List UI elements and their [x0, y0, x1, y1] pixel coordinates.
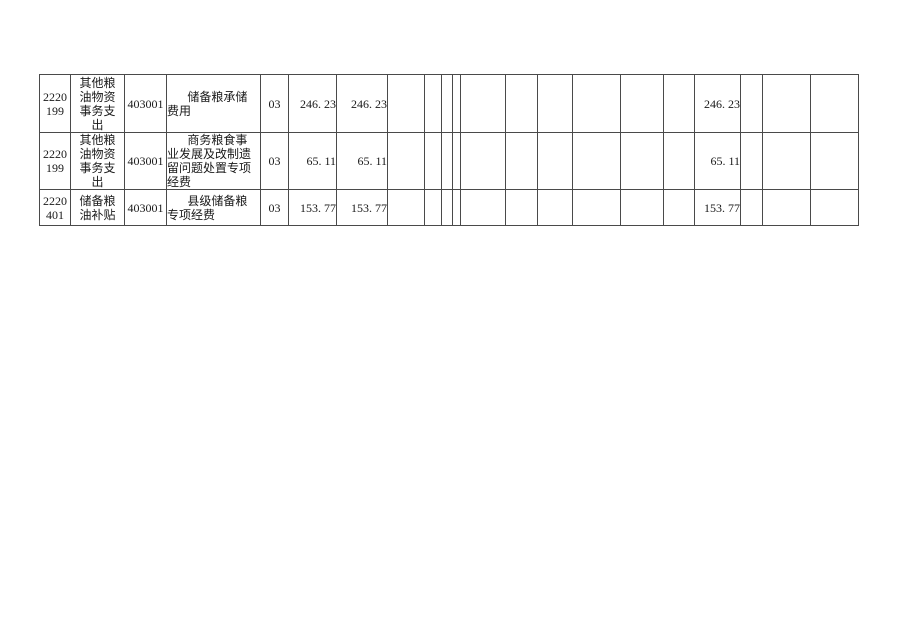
empty-cell	[810, 189, 859, 226]
project-name-cell: 县级储备粮 专项经费	[166, 189, 261, 226]
econ-code-cell: 403001	[124, 74, 167, 133]
empty-cell	[460, 74, 506, 133]
amount-2-cell: 65. 11	[336, 132, 388, 190]
amount-3-cell: 65. 11	[694, 132, 741, 190]
empty-cell	[537, 132, 573, 190]
econ-code-cell: 403001	[124, 189, 167, 226]
empty-cell	[740, 132, 763, 190]
empty-cell	[810, 132, 859, 190]
empty-cell	[387, 189, 425, 226]
empty-cell	[452, 132, 461, 190]
empty-cell	[424, 74, 442, 133]
empty-cell	[441, 74, 453, 133]
empty-cell	[762, 132, 811, 190]
empty-cell	[460, 189, 506, 226]
item-code-cell: 03	[260, 132, 289, 190]
empty-cell	[452, 189, 461, 226]
amount-1-cell: 65. 11	[288, 132, 337, 190]
empty-cell	[505, 74, 538, 133]
empty-cell	[441, 189, 453, 226]
empty-cell	[460, 132, 506, 190]
empty-cell	[441, 132, 453, 190]
empty-cell	[505, 189, 538, 226]
empty-cell	[663, 74, 695, 133]
empty-cell	[762, 74, 811, 133]
econ-code-cell: 403001	[124, 132, 167, 190]
empty-cell	[572, 189, 621, 226]
empty-cell	[810, 74, 859, 133]
func-name-cell: 其他粮 油物资 事务支 出	[70, 74, 125, 133]
project-name-cell: 商务粮食事 业发展及改制遗 留问题处置专项 经费	[166, 132, 261, 190]
item-code-cell: 03	[260, 189, 289, 226]
empty-cell	[572, 132, 621, 190]
empty-cell	[572, 74, 621, 133]
empty-cell	[424, 132, 442, 190]
amount-1-cell: 246. 23	[288, 74, 337, 133]
empty-cell	[663, 189, 695, 226]
empty-cell	[387, 132, 425, 190]
amount-2-cell: 246. 23	[336, 74, 388, 133]
item-code-cell: 03	[260, 74, 289, 133]
func-code-cell: 2220 199	[39, 74, 71, 133]
empty-cell	[452, 74, 461, 133]
budget-table: 2220 199 其他粮 油物资 事务支 出 403001 储备粮承储 费用 0…	[39, 74, 859, 226]
func-name-cell: 储备粮 油补贴	[70, 189, 125, 226]
empty-cell	[537, 189, 573, 226]
table-row: 2220 401 储备粮 油补贴 403001 县级储备粮 专项经费 03 15…	[39, 189, 859, 226]
amount-3-cell: 246. 23	[694, 74, 741, 133]
empty-cell	[620, 74, 664, 133]
amount-3-cell: 153. 77	[694, 189, 741, 226]
func-name-cell: 其他粮 油物资 事务支 出	[70, 132, 125, 190]
empty-cell	[505, 132, 538, 190]
empty-cell	[620, 189, 664, 226]
empty-cell	[740, 189, 763, 226]
func-code-cell: 2220 199	[39, 132, 71, 190]
table-row: 2220 199 其他粮 油物资 事务支 出 403001 商务粮食事 业发展及…	[39, 132, 859, 190]
table-row: 2220 199 其他粮 油物资 事务支 出 403001 储备粮承储 费用 0…	[39, 74, 859, 133]
amount-1-cell: 153. 77	[288, 189, 337, 226]
empty-cell	[663, 132, 695, 190]
amount-2-cell: 153. 77	[336, 189, 388, 226]
func-code-cell: 2220 401	[39, 189, 71, 226]
empty-cell	[424, 189, 442, 226]
empty-cell	[740, 74, 763, 133]
empty-cell	[537, 74, 573, 133]
empty-cell	[620, 132, 664, 190]
project-name-cell: 储备粮承储 费用	[166, 74, 261, 133]
empty-cell	[762, 189, 811, 226]
empty-cell	[387, 74, 425, 133]
